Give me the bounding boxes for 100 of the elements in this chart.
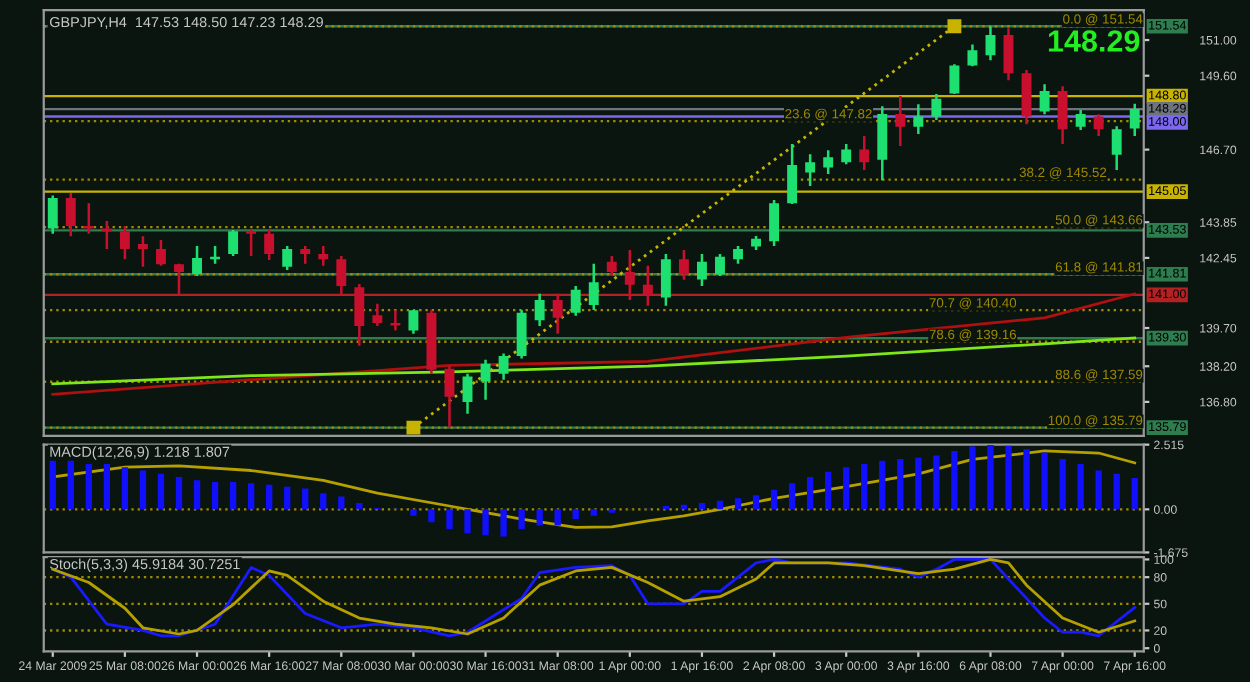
- bar: [1095, 470, 1102, 510]
- candlestick: [570, 284, 581, 318]
- candlestick: [119, 224, 130, 261]
- candlestick: [787, 142, 798, 206]
- bar: [861, 464, 868, 510]
- bar: [969, 446, 976, 510]
- candlestick: [949, 63, 960, 96]
- candlestick: [1003, 27, 1014, 82]
- bar: [85, 464, 92, 510]
- bar: [428, 509, 435, 523]
- bar: [1059, 458, 1066, 510]
- candlestick: [83, 201, 94, 235]
- bar: [518, 509, 525, 529]
- bar: [67, 460, 74, 510]
- candlestick: [678, 248, 689, 282]
- candlestick: [282, 244, 293, 272]
- bar: [446, 509, 453, 529]
- bar: [1077, 464, 1084, 510]
- candlestick: [859, 134, 870, 172]
- bar: [770, 489, 778, 510]
- bar: [752, 495, 760, 510]
- bar: [229, 482, 237, 510]
- candlestick: [156, 238, 166, 268]
- candlestick: [228, 228, 239, 258]
- bar: [933, 455, 940, 510]
- bar: [482, 509, 489, 536]
- candlestick: [823, 148, 834, 176]
- bar: [536, 509, 543, 526]
- bar: [266, 484, 273, 510]
- candlestick: [174, 262, 184, 298]
- candlestick: [1111, 124, 1122, 172]
- candlestick: [498, 352, 509, 381]
- bar: [121, 467, 129, 510]
- candlestick: [462, 372, 473, 415]
- candlestick: [624, 248, 635, 302]
- bar: [302, 488, 309, 510]
- bar: [734, 498, 742, 510]
- bar: [464, 509, 471, 534]
- bar: [175, 476, 183, 510]
- bar: [987, 445, 994, 510]
- bar: [554, 509, 561, 526]
- bar: [500, 509, 507, 537]
- bar: [157, 473, 165, 510]
- bar: [211, 482, 219, 510]
- candlestick: [246, 228, 257, 258]
- candlestick: [318, 244, 329, 268]
- candlestick: [1057, 84, 1068, 146]
- bar: [1023, 449, 1030, 510]
- candlestick: [642, 264, 653, 308]
- line-series: [51, 449, 1137, 529]
- bar: [879, 460, 886, 510]
- bar: [103, 464, 111, 510]
- bar: [1131, 478, 1138, 510]
- bar: [806, 476, 814, 510]
- candlestick: [516, 308, 527, 360]
- bar: [1041, 452, 1048, 510]
- candlestick: [1075, 108, 1086, 132]
- candlestick: [877, 105, 888, 182]
- bar: [193, 480, 201, 510]
- bar: [590, 509, 597, 516]
- candlestick: [47, 194, 58, 235]
- candlestick: [1021, 68, 1032, 126]
- bar: [410, 509, 417, 516]
- bar: [843, 467, 850, 510]
- candlestick: [841, 142, 852, 166]
- candlestick: [552, 292, 563, 336]
- bar: [338, 496, 345, 510]
- candlestick: [696, 252, 707, 288]
- annotation: 148.29: [1048, 30, 1140, 52]
- bar: [897, 458, 904, 510]
- bar: [1113, 473, 1120, 510]
- candlestick: [769, 198, 780, 248]
- candlestick: [65, 191, 76, 238]
- bar: [139, 470, 147, 510]
- candlestick: [895, 94, 906, 148]
- bar: [320, 493, 327, 510]
- candlestick: [354, 282, 365, 348]
- bar: [49, 460, 56, 510]
- bar: [572, 509, 579, 520]
- candlestick: [336, 254, 347, 298]
- candlestick: [913, 103, 924, 136]
- candlestick: [1039, 82, 1050, 116]
- candlestick: [534, 292, 545, 328]
- bar: [1005, 445, 1012, 510]
- candlestick: [1129, 102, 1140, 138]
- candlestick: [264, 228, 275, 262]
- candlestick: [137, 235, 148, 269]
- bar: [951, 450, 958, 510]
- candlestick: [606, 254, 617, 278]
- candlestick: [715, 252, 725, 278]
- candlestick: [480, 358, 491, 402]
- candlestick: [372, 302, 383, 328]
- candlestick: [192, 244, 202, 278]
- bar: [284, 486, 291, 510]
- bar: [915, 457, 922, 510]
- bar: [788, 483, 796, 510]
- candlestick: [444, 364, 455, 429]
- bar: [825, 471, 832, 510]
- candlestick: [805, 152, 816, 188]
- candlestick: [931, 92, 942, 122]
